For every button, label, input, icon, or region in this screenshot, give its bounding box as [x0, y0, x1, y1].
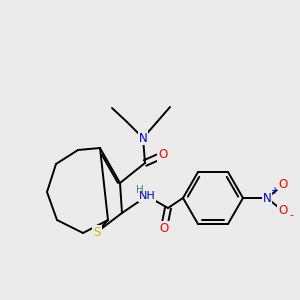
Text: -: - — [289, 210, 293, 220]
Text: NH: NH — [139, 191, 155, 201]
Text: N: N — [139, 131, 147, 145]
Text: S: S — [93, 226, 101, 238]
Text: N: N — [262, 191, 272, 205]
Text: +: + — [270, 186, 278, 196]
Text: O: O — [278, 178, 288, 191]
Text: O: O — [158, 148, 168, 161]
Text: O: O — [159, 221, 169, 235]
Text: O: O — [278, 205, 288, 218]
Text: H: H — [136, 185, 144, 195]
